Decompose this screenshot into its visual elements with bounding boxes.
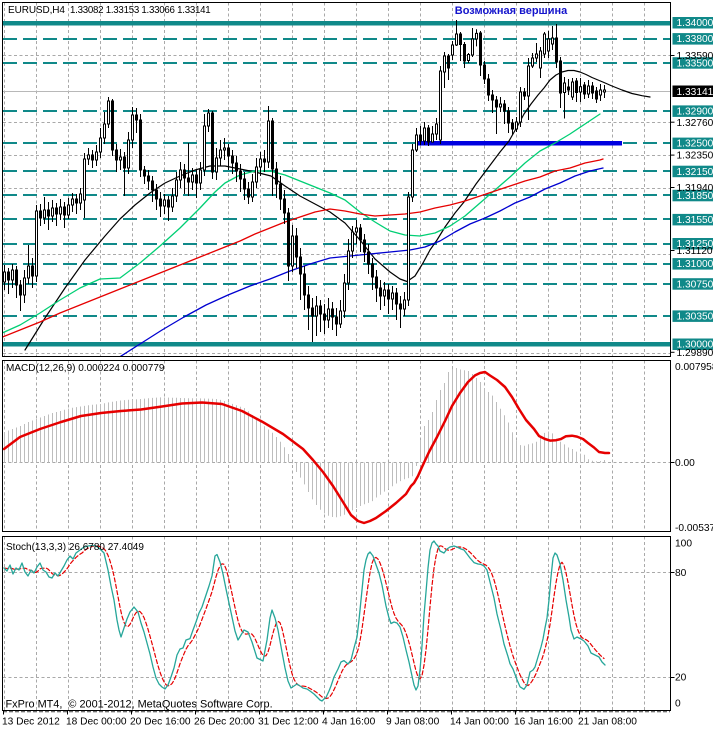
- svg-text:1.30350: 1.30350: [677, 312, 713, 323]
- svg-text:16 Jan 16:00: 16 Jan 16:00: [514, 717, 573, 728]
- svg-text:1.32350: 1.32350: [677, 151, 713, 162]
- svg-text:1.30750: 1.30750: [677, 279, 713, 290]
- svg-text:1.31940: 1.31940: [677, 183, 713, 194]
- svg-text:1.31000: 1.31000: [677, 259, 713, 270]
- svg-text:Stoch(13,3,3) 26.6780 27.4049: Stoch(13,3,3) 26.6780 27.4049: [6, 542, 144, 553]
- svg-text:20: 20: [675, 673, 687, 684]
- svg-text:1.33800: 1.33800: [677, 34, 713, 45]
- svg-text:9 Jan 08:00: 9 Jan 08:00: [386, 717, 440, 728]
- svg-text:14 Jan 00:00: 14 Jan 00:00: [450, 717, 509, 728]
- svg-text:1.34000: 1.34000: [677, 18, 713, 29]
- svg-text:1.33590: 1.33590: [677, 51, 713, 62]
- svg-text:100: 100: [675, 539, 692, 550]
- svg-text:1.29890: 1.29890: [677, 348, 713, 359]
- svg-text:-0.005378: -0.005378: [675, 523, 713, 534]
- svg-text:80: 80: [675, 568, 687, 579]
- svg-text:21 Jan 08:00: 21 Jan 08:00: [578, 717, 637, 728]
- svg-text:20 Dec 16:00: 20 Dec 16:00: [130, 717, 191, 728]
- svg-text:26 Dec 20:00: 26 Dec 20:00: [194, 717, 255, 728]
- svg-text:13 Dec 2012: 13 Dec 2012: [2, 717, 60, 728]
- svg-text:1.33082 1.33153 1.33066 1.3314: 1.33082 1.33153 1.33066 1.33141: [70, 5, 210, 16]
- svg-text:1.32150: 1.32150: [677, 167, 713, 178]
- svg-text:EURUSD,H4: EURUSD,H4: [8, 5, 65, 16]
- svg-text:FxPro MT4, © 2001-2012, MetaQ: FxPro MT4, © 2001-2012, MetaQuotes Softw…: [6, 698, 273, 710]
- svg-text:1.32900: 1.32900: [677, 107, 713, 118]
- svg-text:0.00: 0.00: [675, 458, 695, 469]
- svg-text:MACD(12,26,9) 0.000224 0.00077: MACD(12,26,9) 0.000224 0.000779: [6, 363, 165, 374]
- svg-text:1.33141: 1.33141: [677, 87, 713, 98]
- svg-text:1.31550: 1.31550: [677, 215, 713, 226]
- svg-text:18 Dec 00:00: 18 Dec 00:00: [66, 717, 127, 728]
- svg-text:4 Jan 16:00: 4 Jan 16:00: [322, 717, 376, 728]
- svg-text:31 Dec 12:00: 31 Dec 12:00: [258, 717, 319, 728]
- svg-text:0: 0: [675, 699, 681, 710]
- svg-text:1.31120: 1.31120: [677, 246, 713, 257]
- svg-text:Возможная вершина: Возможная вершина: [455, 5, 568, 17]
- svg-text:1.32500: 1.32500: [677, 139, 713, 150]
- svg-text:0.007958: 0.007958: [675, 362, 713, 373]
- svg-text:1.32760: 1.32760: [677, 118, 713, 129]
